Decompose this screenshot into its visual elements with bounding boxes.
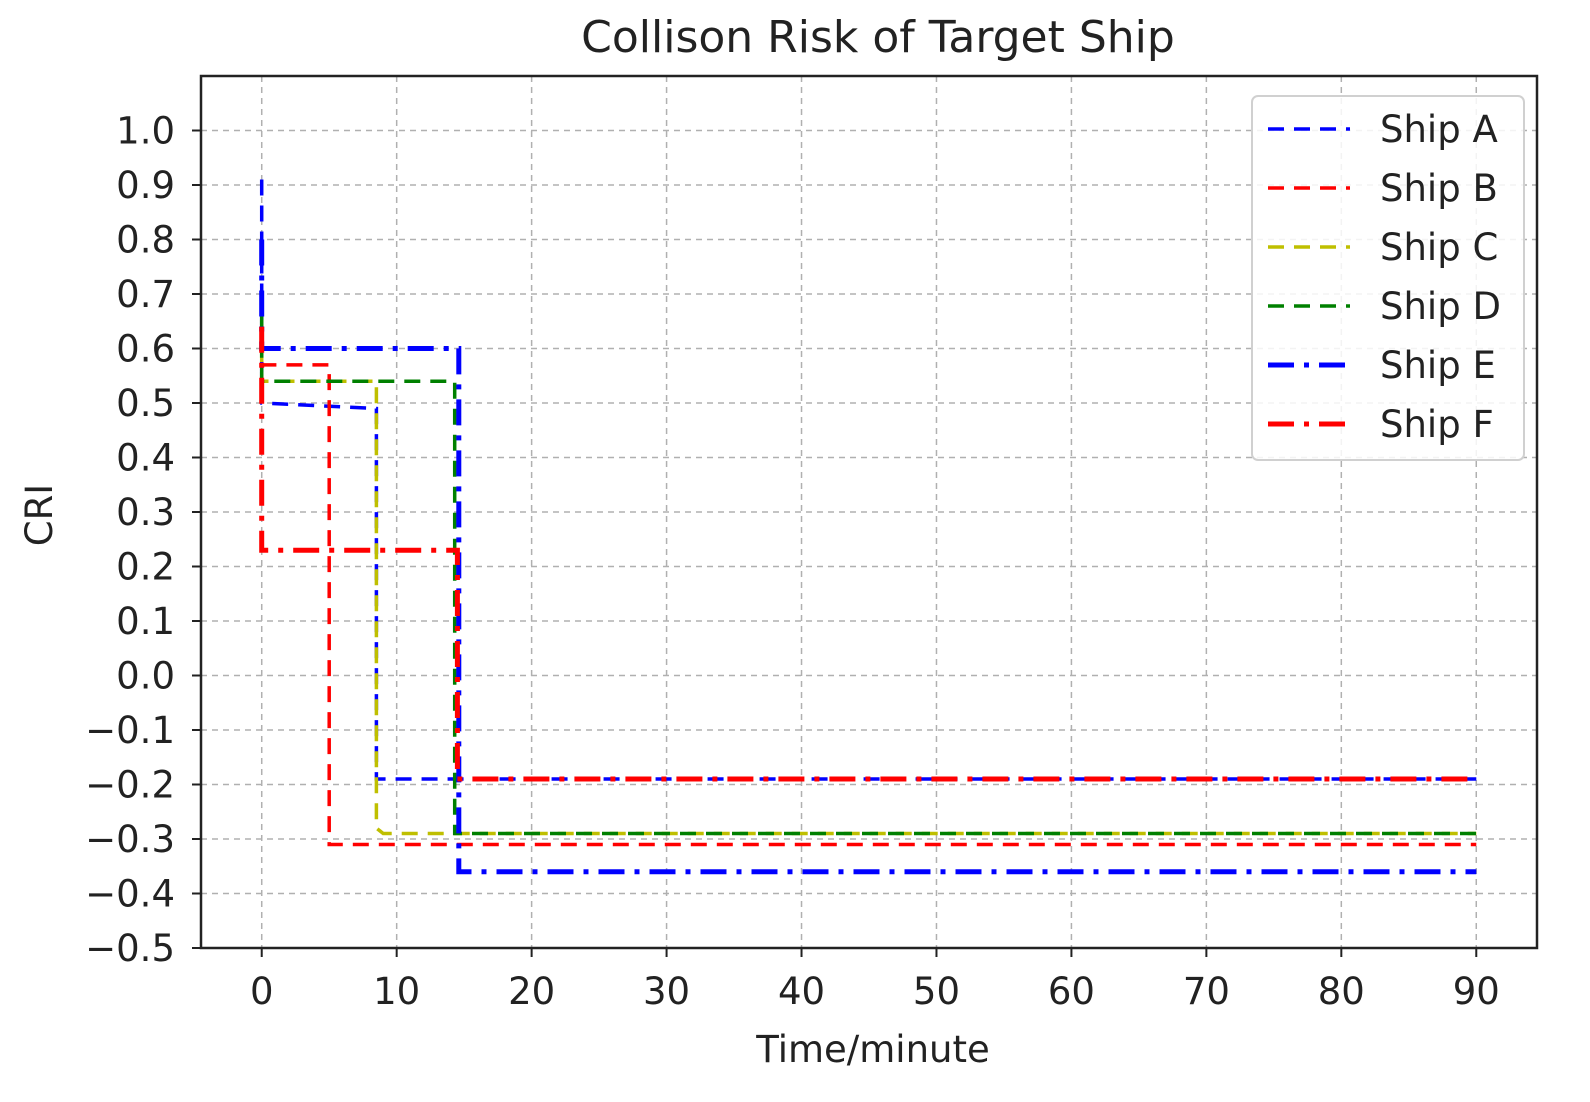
y-tick-label: 0.3 [116, 491, 175, 534]
legend: Ship A Ship B Ship C Ship D Ship E Ship F [1251, 95, 1525, 461]
x-axis-label: Time/minute [755, 1028, 990, 1071]
y-tick-label: 0.4 [116, 437, 175, 480]
x-tick-label: 30 [643, 970, 690, 1013]
chart-title: Collison Risk of Target Ship [581, 12, 1175, 63]
series-line-ship-e [259, 239, 1477, 875]
series-line-ship-d [259, 315, 1477, 836]
y-tick-label: 0.2 [116, 546, 175, 589]
y-tick-label: −0.5 [85, 927, 175, 970]
x-tick-label: 20 [508, 970, 555, 1013]
series-line-ship-f [259, 326, 1477, 782]
y-tick-label: 0.8 [116, 219, 175, 262]
y-tick-label: −0.4 [85, 873, 175, 916]
y-tick-label: 0.6 [116, 328, 175, 371]
legend-label: Ship D [1380, 285, 1501, 328]
y-tick-label: −0.2 [85, 764, 175, 807]
y-axis-ticks: 1.0 0.9 0.8 0.7 0.6 0.5 0.4 0.3 0.2 0.1 0.0 −0.1 −0.… [85, 110, 201, 970]
x-tick-label: 80 [1318, 970, 1365, 1013]
legend-label: Ship B [1380, 167, 1498, 210]
y-axis-label: CRI [18, 484, 61, 546]
y-tick-label: −0.3 [85, 818, 175, 861]
y-tick-label: 0.1 [116, 600, 175, 643]
y-tick-label: 0.9 [116, 164, 175, 207]
series-lines [259, 179, 1477, 875]
legend-label: Ship A [1380, 108, 1498, 151]
x-tick-label: 0 [250, 970, 274, 1013]
legend-label: Ship F [1380, 403, 1494, 446]
y-tick-label: 0.0 [116, 655, 175, 698]
x-tick-label: 40 [778, 970, 825, 1013]
x-tick-label: 50 [913, 970, 960, 1013]
x-tick-label: 60 [1048, 970, 1095, 1013]
y-tick-label: 0.7 [116, 273, 175, 316]
x-axis-ticks: 0 10 20 30 40 50 60 70 80 90 [250, 948, 1500, 1013]
legend-label: Ship C [1380, 226, 1498, 269]
y-tick-label: −0.1 [85, 709, 175, 752]
y-tick-label: 1.0 [116, 110, 175, 153]
legend-label: Ship E [1380, 344, 1496, 387]
x-tick-label: 70 [1183, 970, 1230, 1013]
x-tick-label: 90 [1453, 970, 1500, 1013]
x-tick-label: 10 [373, 970, 420, 1013]
y-tick-label: 0.5 [116, 382, 175, 425]
